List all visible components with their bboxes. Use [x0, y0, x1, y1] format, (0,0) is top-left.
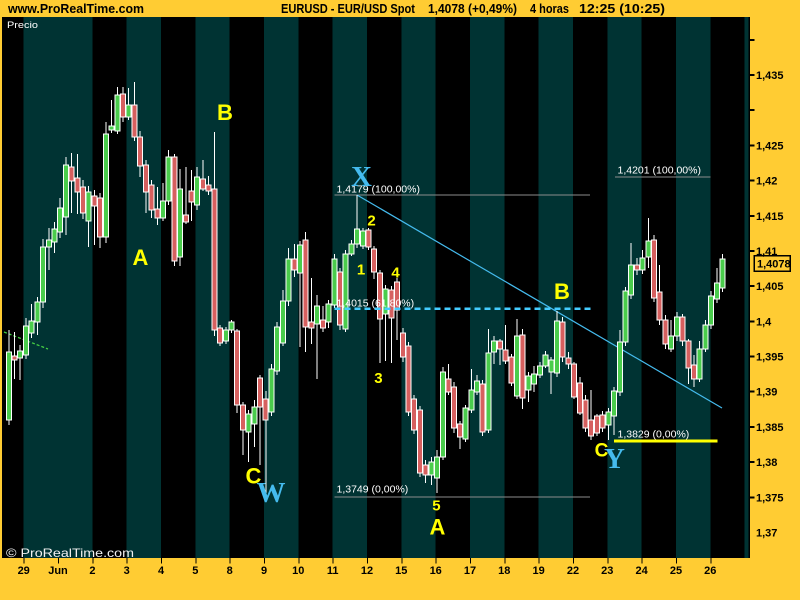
- svg-text:23: 23: [601, 565, 613, 577]
- svg-text:15: 15: [395, 565, 407, 577]
- svg-text:1: 1: [357, 262, 365, 279]
- svg-text:12: 12: [361, 565, 373, 577]
- svg-text:1,4078 (+0,49%): 1,4078 (+0,49%): [428, 2, 517, 16]
- svg-text:A: A: [133, 245, 149, 270]
- svg-text:25: 25: [670, 565, 682, 577]
- svg-text:Precio: Precio: [7, 20, 38, 31]
- svg-text:1,39: 1,39: [756, 387, 777, 399]
- svg-text:26: 26: [704, 565, 716, 577]
- svg-text:Y: Y: [604, 443, 625, 475]
- svg-text:www.ProRealTime.com: www.ProRealTime.com: [7, 2, 144, 16]
- svg-text:1,415: 1,415: [756, 211, 784, 223]
- svg-text:1,4179 (100,00%): 1,4179 (100,00%): [337, 184, 420, 196]
- svg-text:10: 10: [292, 565, 304, 577]
- svg-text:B: B: [217, 100, 233, 125]
- svg-text:24: 24: [635, 565, 648, 577]
- svg-text:22: 22: [567, 565, 579, 577]
- svg-text:Jun: Jun: [48, 565, 68, 577]
- svg-text:3: 3: [124, 565, 130, 577]
- svg-text:1,385: 1,385: [756, 422, 784, 434]
- svg-text:B: B: [554, 279, 570, 304]
- svg-text:12:25 (10:25): 12:25 (10:25): [579, 2, 665, 16]
- svg-text:© ProRealTime.com: © ProRealTime.com: [6, 546, 134, 560]
- svg-text:4 horas: 4 horas: [530, 2, 569, 16]
- svg-text:1,4: 1,4: [756, 316, 772, 328]
- svg-text:3: 3: [374, 370, 382, 387]
- svg-text:1,395: 1,395: [756, 352, 784, 364]
- svg-text:19: 19: [532, 565, 544, 577]
- svg-text:1,4078: 1,4078: [757, 259, 791, 271]
- svg-text:2: 2: [89, 565, 95, 577]
- svg-text:C: C: [246, 464, 262, 489]
- svg-text:1,4201 (100,00%): 1,4201 (100,00%): [618, 165, 701, 177]
- svg-text:18: 18: [498, 565, 510, 577]
- svg-text:X: X: [351, 161, 372, 193]
- svg-text:16: 16: [430, 565, 442, 577]
- svg-text:9: 9: [261, 565, 267, 577]
- svg-text:1,38: 1,38: [756, 457, 777, 469]
- svg-text:5: 5: [192, 565, 198, 577]
- svg-text:W: W: [257, 477, 286, 509]
- svg-text:C: C: [595, 441, 609, 462]
- svg-text:1,3749 (0,00%): 1,3749 (0,00%): [337, 484, 409, 496]
- svg-text:4: 4: [391, 265, 400, 282]
- svg-text:1,4015 (61,80%): 1,4015 (61,80%): [337, 298, 415, 310]
- svg-text:1,375: 1,375: [756, 492, 784, 504]
- svg-text:29: 29: [18, 565, 30, 577]
- svg-text:EURUSD - EUR/USD Spot: EURUSD - EUR/USD Spot: [281, 2, 416, 16]
- svg-text:1,42: 1,42: [756, 176, 777, 188]
- svg-text:1,37: 1,37: [756, 528, 777, 540]
- svg-text:1,425: 1,425: [756, 140, 784, 152]
- svg-text:17: 17: [464, 565, 476, 577]
- svg-text:5: 5: [432, 498, 440, 515]
- svg-text:4: 4: [158, 565, 165, 577]
- svg-text:1,3829 (0,00%): 1,3829 (0,00%): [618, 429, 690, 441]
- svg-text:1,435: 1,435: [756, 70, 784, 82]
- svg-text:A: A: [429, 515, 445, 540]
- svg-text:11: 11: [327, 565, 339, 577]
- svg-text:2: 2: [367, 213, 375, 230]
- svg-text:8: 8: [227, 565, 233, 577]
- svg-text:1,405: 1,405: [756, 281, 784, 293]
